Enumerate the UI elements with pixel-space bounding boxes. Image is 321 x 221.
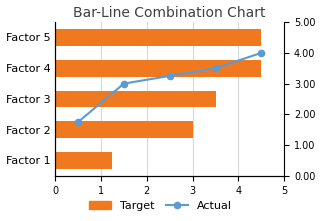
Title: Bar-Line Combination Chart: Bar-Line Combination Chart bbox=[74, 6, 266, 19]
Bar bbox=[55, 29, 261, 46]
Bar bbox=[55, 60, 261, 77]
Bar bbox=[55, 152, 112, 169]
Bar bbox=[55, 121, 193, 138]
Legend: Target, Actual: Target, Actual bbox=[85, 196, 236, 215]
Bar bbox=[55, 91, 215, 107]
